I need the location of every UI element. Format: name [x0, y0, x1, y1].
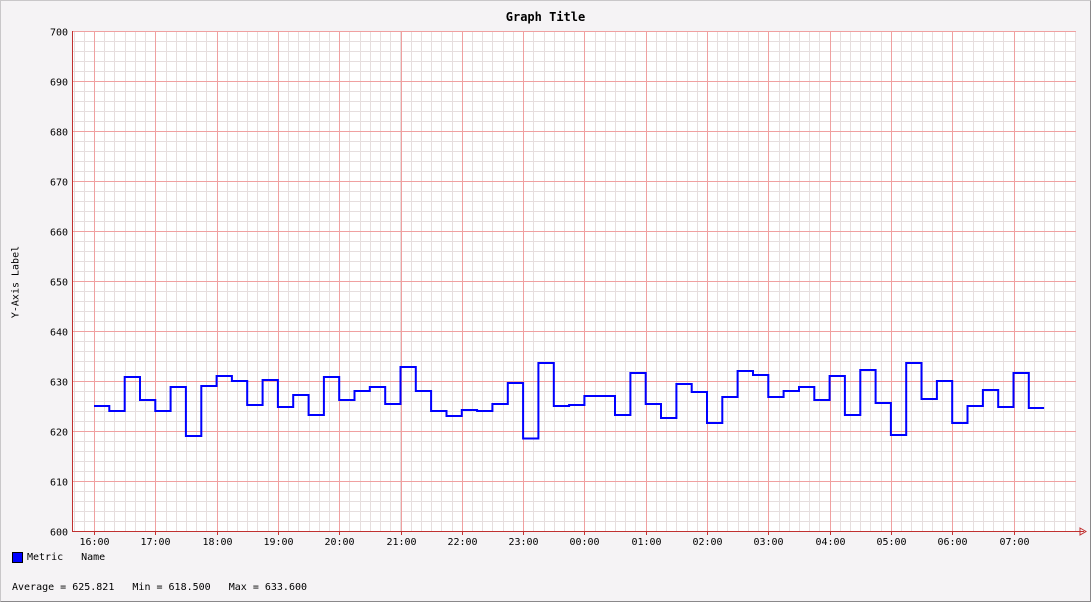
x-tick-label: 16:00	[79, 537, 109, 548]
x-tick-label: 02:00	[692, 537, 722, 548]
x-tick-label: 22:00	[447, 537, 477, 548]
x-tick-label: 17:00	[140, 537, 170, 548]
x-tick-label: 06:00	[937, 537, 967, 548]
y-tick-label: 660	[50, 228, 68, 239]
x-tick-label: 19:00	[263, 537, 293, 548]
x-tick-label: 05:00	[876, 537, 906, 548]
y-tick-label: 690	[50, 78, 68, 89]
legend-label-name: Name	[81, 552, 105, 563]
y-tick-label: 640	[50, 328, 68, 339]
x-tick-label: 23:00	[508, 537, 538, 548]
y-tick-label: 670	[50, 178, 68, 189]
summary-stats: Average = 625.821 Min = 618.500 Max = 63…	[12, 582, 307, 593]
x-tick-label: 20:00	[324, 537, 354, 548]
x-tick-label: 04:00	[815, 537, 845, 548]
legend-label-metric: Metric	[27, 552, 63, 563]
y-tick-label: 600	[50, 528, 68, 539]
x-tick-label: 18:00	[202, 537, 232, 548]
x-tick-label: 00:00	[569, 537, 599, 548]
y-tick-label: 610	[50, 478, 68, 489]
x-tick-label: 01:00	[631, 537, 661, 548]
legend-swatch-metric	[12, 552, 23, 563]
y-tick-label: 700	[50, 28, 68, 39]
y-tick-label: 630	[50, 378, 68, 389]
y-tick-label: 620	[50, 428, 68, 439]
y-tick-label: 650	[50, 278, 68, 289]
x-tick-label: 03:00	[753, 537, 783, 548]
x-tick-label: 07:00	[999, 537, 1029, 548]
legend: Metric Name	[12, 552, 105, 563]
x-tick-label: 21:00	[386, 537, 416, 548]
y-tick-label: 680	[50, 128, 68, 139]
